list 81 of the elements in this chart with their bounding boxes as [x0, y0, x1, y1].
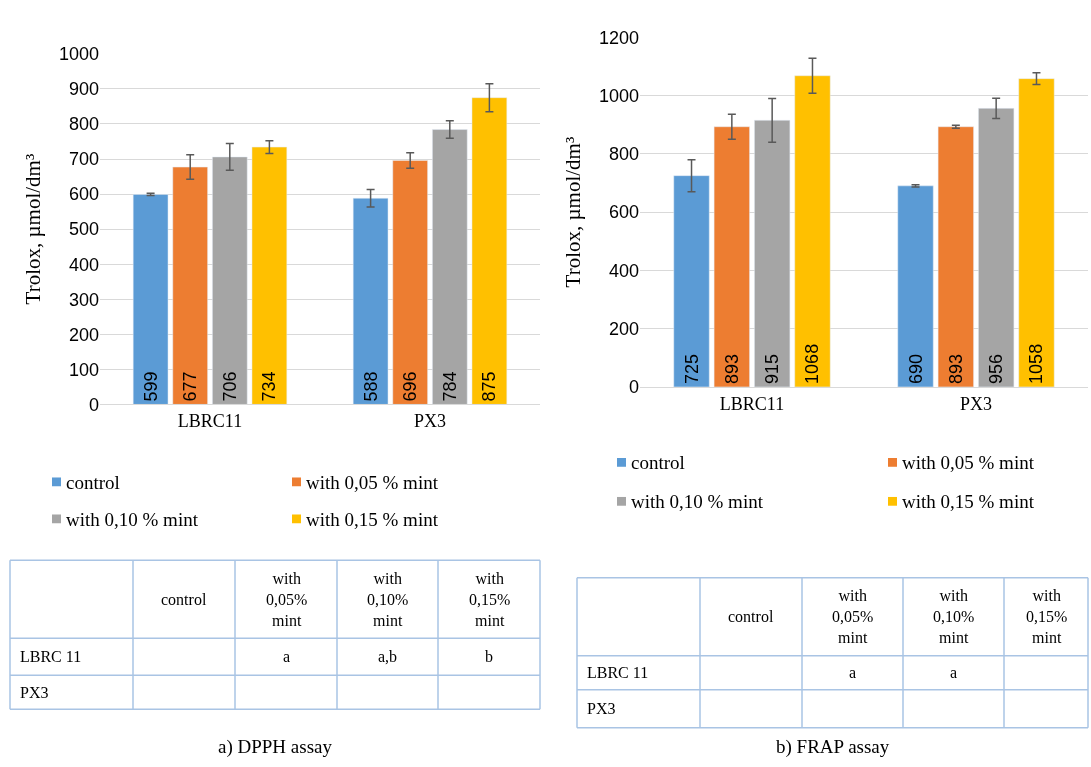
- category-label: PX3: [587, 700, 616, 717]
- text: a: [849, 664, 857, 681]
- legend-label: with 0,15 % mint: [902, 491, 1035, 512]
- data-label: 893: [945, 353, 966, 384]
- category-label: with 0,05% mint: [266, 570, 308, 629]
- x-tick-label: LBRC11: [177, 411, 243, 432]
- category-label: with 0,10% mint: [933, 587, 975, 646]
- bar: [1018, 78, 1055, 387]
- legend-label: with 0,05 % mint: [306, 472, 439, 493]
- bar: [392, 160, 428, 405]
- legend-label: with 0,05 % mint: [902, 452, 1035, 473]
- legend-label: control: [66, 472, 120, 493]
- legend-label: with 0,15 % mint: [306, 509, 439, 530]
- data-label: 677: [180, 371, 201, 402]
- y-tick-label: 1000: [58, 44, 99, 65]
- data-label: 915: [762, 353, 783, 384]
- y-axis-title: Trolox, µmol/dm³: [21, 153, 46, 305]
- data-label: 734: [259, 371, 280, 402]
- bar: [673, 175, 710, 387]
- bar: [978, 108, 1015, 387]
- y-tick-label: 200: [68, 324, 99, 345]
- data-label: 893: [721, 353, 742, 384]
- data-label: 696: [400, 371, 421, 402]
- y-tick-label: 700: [68, 149, 99, 170]
- category-label: with 0,15% mint: [1026, 587, 1068, 646]
- x-tick-label: LBRC11: [719, 393, 785, 414]
- bar: [212, 156, 248, 405]
- bar: [897, 185, 934, 387]
- bar: [132, 194, 169, 405]
- category-label: LBRC 11: [20, 648, 82, 665]
- category-label: control: [728, 608, 774, 625]
- y-tick-label: 0: [88, 394, 99, 415]
- bar: [471, 97, 508, 405]
- legend-label: with 0,10 % mint: [66, 509, 199, 530]
- data-label: 599: [140, 371, 161, 402]
- text: b) FRAP assay: [776, 736, 890, 758]
- y-tick-label: 400: [608, 260, 639, 281]
- y-tick-label: 0: [628, 377, 639, 398]
- y-tick-label: 600: [68, 184, 99, 205]
- y-tick-label: 500: [68, 219, 99, 240]
- data-label: 1068: [802, 343, 823, 384]
- category-label: with 0,15% mint: [469, 570, 511, 629]
- y-tick-label: 800: [68, 114, 99, 135]
- y-tick-label: 1000: [598, 85, 639, 106]
- bar: [251, 146, 288, 405]
- category-label: LBRC 11: [587, 664, 649, 681]
- y-tick-label: 800: [608, 144, 639, 165]
- category-label: with 0,05% mint: [832, 587, 874, 646]
- legend-label: control: [631, 452, 685, 473]
- bar: [172, 166, 208, 405]
- bar: [754, 120, 791, 387]
- text: a: [950, 664, 958, 681]
- legend-label: with 0,10 % mint: [631, 491, 764, 512]
- y-tick-label: 600: [608, 202, 639, 223]
- bar: [432, 129, 468, 405]
- text: a: [283, 648, 291, 665]
- bar: [713, 126, 750, 387]
- y-tick-label: 400: [68, 254, 99, 275]
- y-tick-label: 1200: [598, 27, 639, 48]
- data-label: 706: [219, 371, 240, 402]
- data-label: 588: [360, 371, 381, 402]
- text: a) DPPH assay: [218, 736, 333, 758]
- category-label: PX3: [20, 684, 49, 701]
- bar: [794, 75, 831, 387]
- y-tick-label: 100: [68, 359, 99, 380]
- data-label: 690: [905, 353, 926, 384]
- text: a,b: [378, 648, 398, 665]
- category-label: with 0,10% mint: [367, 570, 409, 629]
- data-label: 1058: [1026, 343, 1047, 384]
- category-label: control: [161, 591, 207, 608]
- y-tick-label: 300: [68, 289, 99, 310]
- bar: [352, 198, 389, 405]
- text: b: [485, 648, 493, 665]
- data-label: 784: [439, 371, 460, 402]
- bar: [937, 126, 974, 387]
- data-label: 875: [479, 371, 500, 402]
- data-label: 725: [681, 353, 702, 384]
- y-tick-label: 200: [608, 318, 639, 339]
- y-axis-title: Trolox, µmol/dm³: [561, 136, 586, 288]
- y-tick-label: 900: [68, 79, 99, 100]
- data-label: 956: [986, 353, 1007, 384]
